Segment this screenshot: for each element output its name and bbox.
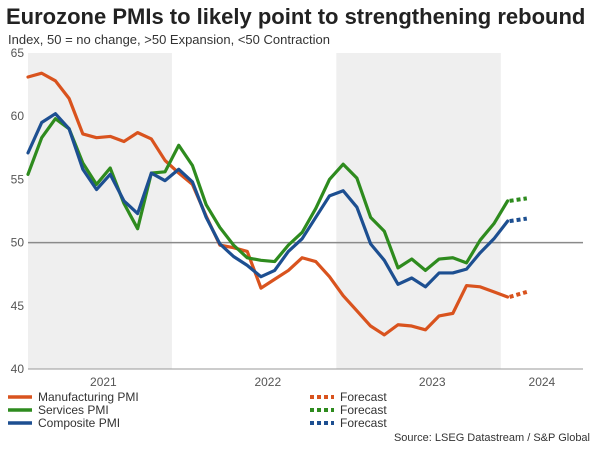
y-tick-label: 45 bbox=[11, 299, 25, 313]
chart-title: Eurozone PMIs to likely point to strengt… bbox=[6, 4, 586, 29]
legend-forecast-label: Forecast bbox=[340, 390, 387, 404]
series-line-composite bbox=[26, 112, 510, 289]
legend-forecast-label: Forecast bbox=[340, 403, 387, 417]
legend-label-composite: Composite PMI bbox=[38, 416, 120, 430]
y-tick-label: 40 bbox=[11, 362, 25, 376]
legend-label-manufacturing: Manufacturing PMI bbox=[38, 390, 139, 404]
series-line-manufacturing bbox=[26, 71, 510, 337]
series-line-services bbox=[26, 117, 510, 273]
forecast-line-composite bbox=[509, 216, 528, 224]
x-tick-label: 2022 bbox=[254, 375, 281, 389]
forecast-line-services bbox=[509, 196, 528, 203]
x-tick-label: 2024 bbox=[529, 375, 556, 389]
y-tick-label: 50 bbox=[11, 236, 25, 250]
forecast-line-manufacturing bbox=[509, 289, 528, 299]
x-tick-label: 2021 bbox=[90, 375, 117, 389]
y-tick-label: 60 bbox=[11, 109, 25, 123]
x-tick-label: 2023 bbox=[419, 375, 446, 389]
chart-subtitle: Index, 50 = no change, >50 Expansion, <5… bbox=[8, 32, 330, 47]
legend-label-services: Services PMI bbox=[38, 403, 109, 417]
shaded-year-band bbox=[336, 53, 501, 369]
legend-forecast-label: Forecast bbox=[340, 416, 387, 430]
y-tick-label: 55 bbox=[11, 172, 25, 186]
chart-source: Source: LSEG Datastream / S&P Global bbox=[393, 432, 590, 444]
shaded-year-band bbox=[28, 53, 172, 369]
y-tick-label: 65 bbox=[11, 46, 25, 60]
